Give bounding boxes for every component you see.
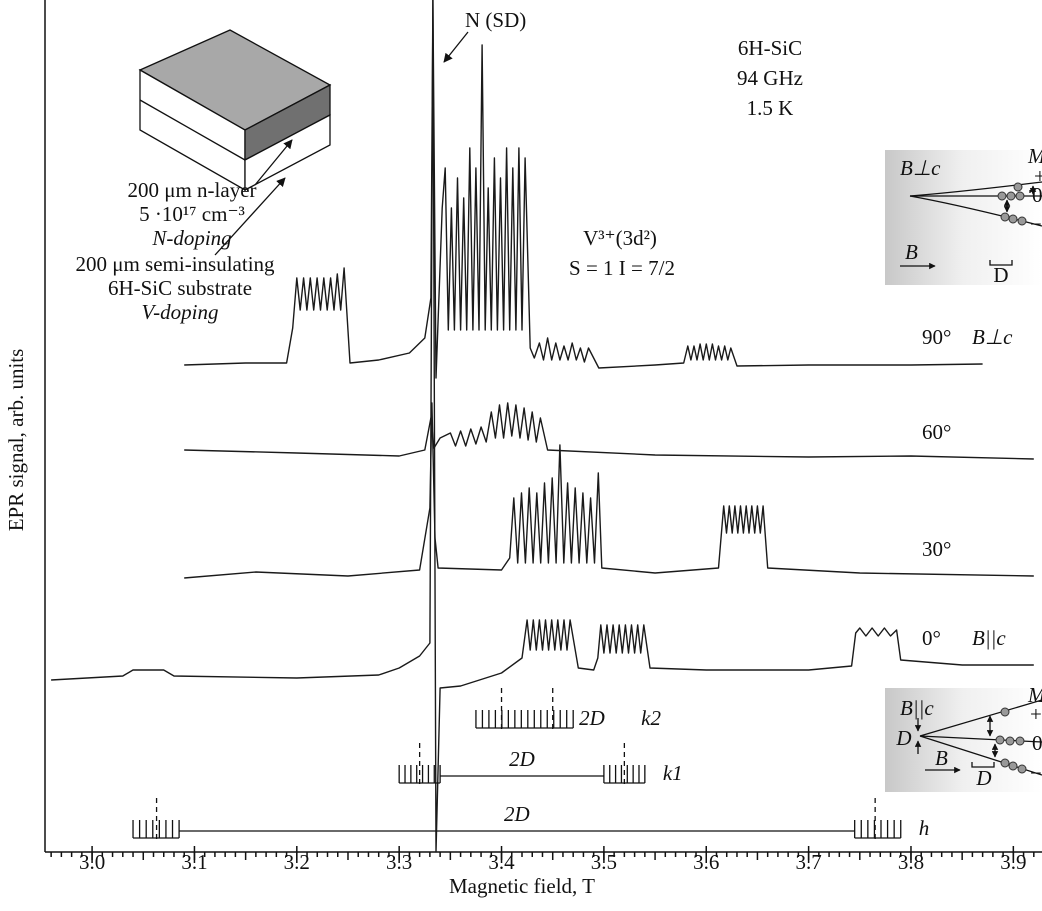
substrate-label: 6H-SiC substrate bbox=[108, 276, 252, 300]
inset-ms: Ms bbox=[1027, 683, 1042, 707]
x-tick-label: 3.2 bbox=[284, 850, 310, 874]
inset-zero-field: D bbox=[895, 726, 911, 750]
frequency: 94 GHz bbox=[737, 66, 803, 90]
x-tick-label: 3.9 bbox=[1000, 850, 1026, 874]
trace-orientation: B||c bbox=[972, 626, 1006, 650]
inset-perp bbox=[885, 150, 1042, 285]
x-tick-label: 3.3 bbox=[386, 850, 412, 874]
stick-label: h bbox=[919, 816, 930, 840]
spin-label: S = 1 I = 7/2 bbox=[569, 256, 675, 280]
inset-ms: Ms bbox=[1027, 144, 1042, 168]
temperature: 1.5 K bbox=[747, 96, 794, 120]
layer-label: 200 μm n-layer bbox=[127, 178, 256, 202]
trace-angle: 0° bbox=[922, 626, 941, 650]
spectrum bbox=[184, 402, 1034, 579]
line-arrow bbox=[443, 31, 469, 63]
stick-label: k1 bbox=[663, 761, 683, 785]
spectrum bbox=[184, 402, 1034, 460]
x-tick-label: 3.7 bbox=[795, 850, 821, 874]
sample-block bbox=[138, 29, 332, 256]
inset-level: 0 bbox=[1032, 183, 1042, 207]
spectrum bbox=[51, 0, 1034, 853]
inset-orientation: B⊥c bbox=[900, 156, 941, 180]
inset-orientation: B||c bbox=[900, 696, 934, 720]
trace-angle: 30° bbox=[922, 537, 951, 561]
span-label: 2D bbox=[504, 802, 530, 826]
inset-level: −1 bbox=[1030, 761, 1042, 785]
x-tick-label: 3.4 bbox=[488, 850, 515, 874]
inset-splitting: D bbox=[993, 263, 1008, 287]
layer-label: N-doping bbox=[151, 226, 231, 250]
substrate-label: 200 μm semi-insulating bbox=[75, 252, 275, 276]
inset-field: B bbox=[935, 746, 948, 770]
x-tick-label: 3.5 bbox=[591, 850, 617, 874]
inset-splitting: D bbox=[975, 766, 991, 790]
inset-field: B bbox=[905, 240, 918, 264]
line-label: N (SD) bbox=[465, 8, 526, 32]
trace-angle: 60° bbox=[922, 420, 951, 444]
y-axis-label: EPR signal, arb. units bbox=[4, 349, 28, 532]
span-label: 2D bbox=[579, 706, 605, 730]
x-tick-label: 3.1 bbox=[181, 850, 207, 874]
inset-par bbox=[885, 688, 1042, 792]
ion-label: V³⁺(3d²) bbox=[583, 226, 657, 250]
inset-level: +1 bbox=[1030, 702, 1042, 726]
material: 6H-SiC bbox=[738, 36, 802, 60]
spectrum bbox=[184, 0, 983, 379]
inset-level: +1 bbox=[1034, 164, 1042, 188]
x-tick-label: 3.6 bbox=[693, 850, 719, 874]
x-axis-label: Magnetic field, T bbox=[449, 874, 595, 898]
trace-orientation: B⊥c bbox=[972, 325, 1013, 349]
stick-label: k2 bbox=[641, 706, 661, 730]
span-label: 2D bbox=[509, 747, 535, 771]
inset-level: 0 bbox=[1032, 731, 1042, 755]
substrate-label: V-doping bbox=[142, 300, 219, 324]
x-tick-label: 3.0 bbox=[79, 850, 105, 874]
x-tick-label: 3.8 bbox=[898, 850, 924, 874]
trace-angle: 90° bbox=[922, 325, 951, 349]
inset-level: −1 bbox=[1030, 212, 1042, 236]
layer-label: 5 ·10¹⁷ cm⁻³ bbox=[139, 202, 245, 226]
